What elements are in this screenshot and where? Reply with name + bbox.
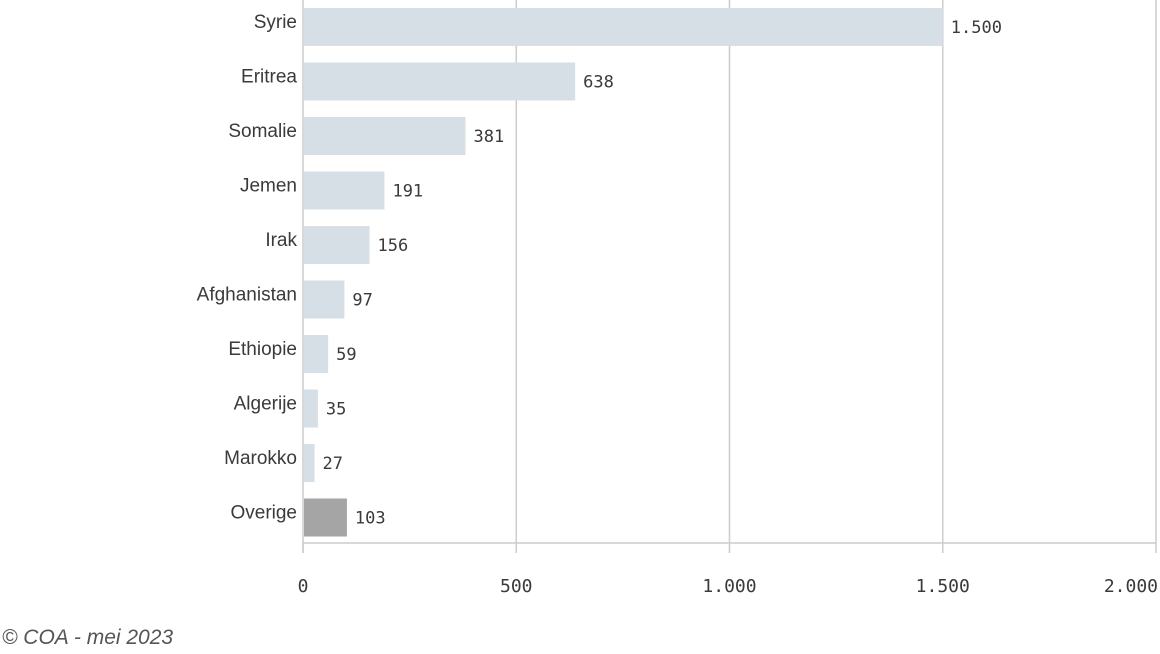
category-label-ethiopie: Ethiopie <box>228 339 297 360</box>
bar-syrie <box>304 8 943 46</box>
value-label-eritrea: 638 <box>583 73 614 93</box>
category-label-jemen: Jemen <box>240 176 297 197</box>
category-label-irak: Irak <box>265 230 297 251</box>
category-labels: Syrie Eritrea Somalie Jemen Irak Afghanistan E… <box>197 12 298 524</box>
value-label-overige: 103 <box>355 509 386 529</box>
value-label-somalie: 381 <box>473 127 504 147</box>
bar-eritrea <box>304 62 576 101</box>
value-label-algerije: 35 <box>326 400 346 420</box>
category-label-marokko: Marokko <box>224 448 297 469</box>
x-tick-label-0: 0 <box>298 576 309 597</box>
value-label-jemen: 191 <box>392 182 423 202</box>
grid-lines <box>515 0 1157 543</box>
x-tick-label-2: 1.000 <box>702 576 756 597</box>
value-label-afghanistan: 97 <box>352 291 372 311</box>
bar-ethiopie <box>304 335 329 373</box>
value-labels: 1.500 638 381 191 156 97 59 35 27 103 <box>323 18 1002 529</box>
x-axis: 0 500 1.000 1.500 2.000 <box>298 0 1158 597</box>
bars <box>304 8 943 537</box>
value-label-syrie: 1.500 <box>951 18 1002 38</box>
value-label-ethiopie: 59 <box>336 345 356 365</box>
source-footnote: © COA - mei 2023 <box>2 626 174 649</box>
x-tick-label-4: 2.000 <box>1104 576 1158 597</box>
category-label-afghanistan: Afghanistan <box>197 285 297 306</box>
category-label-algerije: Algerije <box>234 394 297 415</box>
category-label-eritrea: Eritrea <box>241 67 297 88</box>
bar-overige <box>304 498 347 537</box>
category-label-overige: Overige <box>230 503 297 524</box>
value-label-irak: 156 <box>378 236 409 256</box>
x-tick-label-3: 1.500 <box>916 576 970 597</box>
category-label-syrie: Syrie <box>254 12 297 33</box>
category-label-somalie: Somalie <box>228 121 297 142</box>
x-tick-label-1: 500 <box>500 576 533 597</box>
bar-marokko <box>304 444 315 482</box>
bar-irak <box>304 226 370 264</box>
bar-afghanistan <box>304 280 345 319</box>
bar-jemen <box>304 171 385 210</box>
bar-somalie <box>304 117 466 155</box>
value-label-marokko: 27 <box>323 454 343 474</box>
bar-algerije <box>304 389 318 428</box>
